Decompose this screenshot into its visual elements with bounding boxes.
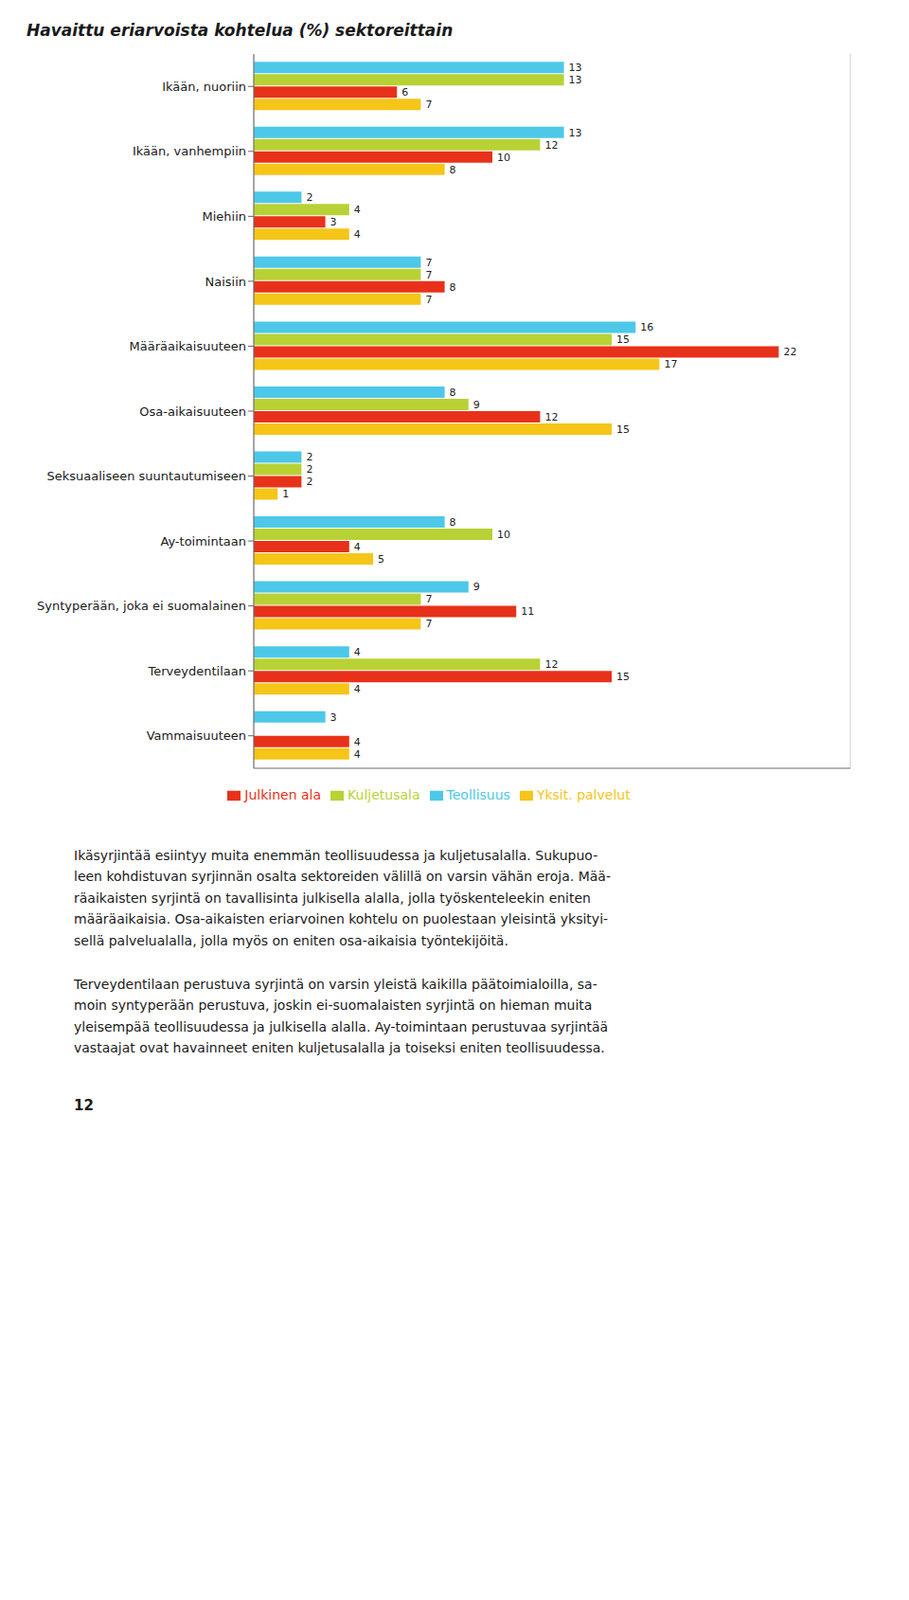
svg-text:4: 4 [354,748,361,761]
svg-text:Seksuaaliseen suuntautumiseen: Seksuaaliseen suuntautumiseen [46,468,247,483]
svg-text:7: 7 [425,592,432,606]
svg-text:22: 22 [783,345,797,358]
svg-text:8: 8 [449,516,457,529]
svg-text:1: 1 [282,487,289,500]
html-text:Kuljetusala: Kuljetusala [347,786,420,803]
svg-text:9: 9 [473,398,481,411]
svg-text:4: 4 [354,645,361,659]
svg-text:17: 17 [663,357,678,371]
svg-text:Terveydentilaan: Terveydentilaan [147,663,247,678]
svg-text:7: 7 [425,293,432,306]
svg-text:3: 3 [330,215,338,229]
svg-text:Määräaikaisuuteen: Määräaikaisuuteen [129,338,248,354]
svg-text:7: 7 [425,256,432,269]
svg-text:4: 4 [354,682,361,696]
svg-text:Ay-toimintaan: Ay-toimintaan [160,534,247,549]
svg-text:7: 7 [425,617,432,630]
svg-text:15: 15 [616,423,630,436]
html-text:Yksit. palvelut: Yksit. palvelut [536,786,631,803]
svg-text:11: 11 [520,605,535,618]
svg-text:4: 4 [354,540,361,553]
svg-text:2: 2 [305,191,313,204]
svg-text:6: 6 [401,86,409,99]
svg-text:2: 2 [305,475,313,488]
svg-text:8: 8 [449,281,457,294]
svg-text:12: 12 [544,658,558,671]
svg-text:12: 12 [544,139,558,152]
svg-text:Naisiin: Naisiin [204,274,247,289]
svg-text:7: 7 [425,98,432,111]
svg-text:15: 15 [616,670,630,683]
html-text:Julkinen ala: Julkinen ala [244,786,322,803]
svg-text:Osa-aikaisuuteen: Osa-aikaisuuteen [139,404,247,419]
html-text:Teollisuus: Teollisuus [446,786,511,803]
svg-text:10: 10 [497,151,511,164]
html-text:Havaittu eriarvoista kohtelua: Havaittu eriarvoista kohtelua (%) sektor… [26,20,453,40]
svg-text:7: 7 [425,268,432,282]
html-text:12: 12 [73,1096,94,1114]
svg-text:Miehiin: Miehiin [201,209,247,224]
svg-text:12: 12 [544,410,558,424]
svg-text:5: 5 [377,552,385,566]
html-text:Ikäsyrjintää esiintyy muita en: Ikäsyrjintää esiintyy muita enemmän teol… [73,847,611,948]
svg-text:13: 13 [569,126,583,140]
svg-text:9: 9 [473,580,481,593]
svg-text:16: 16 [640,320,654,334]
svg-text:10: 10 [497,528,511,541]
svg-text:Ikään, vanhempiin: Ikään, vanhempiin [132,143,247,159]
svg-text:3: 3 [330,711,338,724]
svg-text:Vammaisuuteen: Vammaisuuteen [146,728,247,743]
svg-text:Ikään, nuoriin: Ikään, nuoriin [161,79,247,94]
svg-text:8: 8 [449,386,457,399]
svg-text:Syntyperään, joka ei suomalain: Syntyperään, joka ei suomalainen [36,598,247,613]
svg-text:2: 2 [305,450,313,464]
svg-text:13: 13 [569,61,583,74]
svg-text:13: 13 [569,73,583,87]
svg-text:8: 8 [449,163,457,177]
svg-text:4: 4 [354,203,361,216]
html-text:Terveydentilaan perustuva syrj: Terveydentilaan perustuva syrjintä on va… [73,976,609,1055]
svg-text:2: 2 [305,463,313,476]
svg-text:15: 15 [616,333,630,346]
svg-text:4: 4 [354,228,361,241]
svg-text:4: 4 [354,735,361,749]
